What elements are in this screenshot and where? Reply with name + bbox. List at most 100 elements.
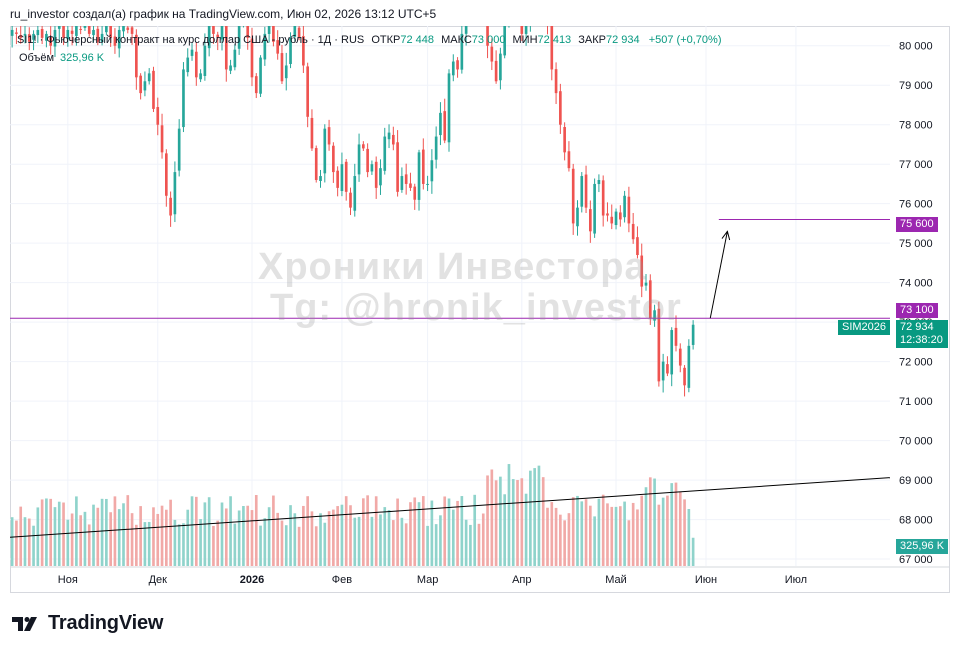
volume-bar — [280, 520, 284, 566]
candle-body — [32, 33, 35, 40]
candle-body — [464, 26, 468, 34]
volume-bar — [23, 517, 27, 566]
volume-bar — [648, 477, 652, 566]
volume-bar — [357, 516, 361, 566]
volume-bar — [32, 525, 35, 566]
candle-body — [550, 26, 554, 70]
volume-bar — [224, 508, 228, 566]
volume-bar — [263, 518, 267, 566]
volume-bar — [319, 513, 322, 566]
candle-body — [152, 70, 155, 109]
volume-bar — [443, 496, 447, 566]
volume-bar — [464, 519, 468, 566]
volume-bar — [70, 513, 74, 566]
volume-bar — [49, 498, 53, 566]
tradingview-logo-text: TradingView — [48, 612, 164, 634]
candle-body — [10, 29, 14, 36]
candle-body — [631, 223, 635, 240]
y-tick-label: 77 000 — [899, 159, 933, 171]
volume-bar — [242, 506, 245, 566]
candle-body — [27, 34, 31, 42]
volume-bar — [404, 523, 408, 566]
candle-body — [70, 30, 74, 34]
candle-body — [499, 53, 502, 81]
candle-body — [62, 26, 65, 38]
candle-body — [75, 26, 78, 36]
legend-open-label: ОТКР — [371, 34, 401, 46]
volume-bar — [460, 496, 464, 566]
tradingview-logo[interactable]: TradingView — [12, 612, 163, 635]
candle-body — [417, 152, 421, 200]
volume-bar — [276, 512, 280, 566]
volume-bar — [306, 496, 309, 566]
volume-bar — [284, 525, 288, 566]
candle-body — [374, 161, 378, 188]
candle-body — [135, 34, 138, 78]
volume-bar — [27, 518, 31, 566]
candle-body — [636, 237, 639, 256]
volume-bar — [644, 487, 648, 566]
volume-bar — [409, 502, 412, 566]
volume-bar — [490, 469, 494, 566]
volume-value-tag: 325,96 K — [896, 539, 949, 554]
volume-bar — [370, 516, 374, 566]
volume-bar — [597, 498, 601, 566]
candle-body — [601, 180, 605, 216]
y-tick-label: 78 000 — [899, 120, 933, 132]
volume-bar — [212, 525, 215, 566]
volume-bar — [580, 501, 584, 566]
volume-bar — [332, 509, 335, 566]
legend-open-value: 72 448 — [400, 34, 434, 46]
price-chart[interactable]: 67 000 68 000 69 000 70 000 71 000 72 000 73 0… — [10, 26, 950, 593]
volume-bar — [417, 502, 421, 566]
volume-bar — [302, 505, 305, 566]
candle-body — [314, 148, 318, 180]
candle-body — [687, 345, 691, 388]
volume-bar — [75, 496, 78, 566]
candle-body — [229, 65, 232, 71]
volume-bar — [614, 506, 618, 566]
volume-bar — [156, 513, 160, 566]
x-tick-label: Июн — [695, 574, 717, 586]
volume-bar — [546, 507, 549, 566]
legend-low-value: 72 413 — [537, 34, 572, 46]
candle-body — [147, 73, 151, 82]
candle-body — [340, 164, 344, 192]
candle-body — [589, 209, 592, 232]
candle-body — [105, 26, 108, 33]
candle-body — [194, 51, 198, 78]
candle-body — [293, 26, 297, 37]
candle-body — [614, 211, 618, 226]
ticker-tag: SIM2026 — [838, 320, 891, 335]
volume-bar — [199, 519, 202, 566]
series-legend: SI1! · Фьючерсный контракт на курс долла… — [17, 34, 721, 46]
candle-body — [53, 29, 57, 47]
x-tick-label: Ноя — [58, 574, 78, 586]
candle-body — [122, 26, 125, 32]
y-tick-label: 71 000 — [899, 396, 933, 408]
candle-body — [426, 183, 429, 185]
volume-bar — [670, 483, 674, 566]
volume-bar — [122, 503, 125, 566]
watermark-line-1: Хроники Инвестора — [258, 246, 647, 288]
candle-body — [323, 128, 327, 174]
volume-bar — [15, 520, 18, 566]
candle-body — [576, 207, 579, 227]
volume-bar — [353, 517, 357, 566]
candle-body — [584, 174, 588, 208]
target-level-tag: 75 600 — [896, 217, 938, 232]
x-tick-label: Апр — [512, 574, 531, 586]
bar-countdown: 12:38:20 — [900, 334, 943, 346]
x-tick-label: Май — [605, 574, 627, 586]
volume-bar — [190, 496, 194, 566]
volume-bar — [130, 513, 134, 566]
volume-bar — [152, 507, 155, 566]
candle-body — [648, 280, 652, 319]
volume-bar — [576, 495, 579, 566]
candle-body — [336, 170, 339, 188]
candle-body — [332, 145, 335, 173]
volume-bar — [66, 519, 70, 566]
candle-body — [224, 26, 228, 70]
volume-bar — [160, 505, 164, 566]
y-tick-label: 70 000 — [899, 436, 933, 448]
